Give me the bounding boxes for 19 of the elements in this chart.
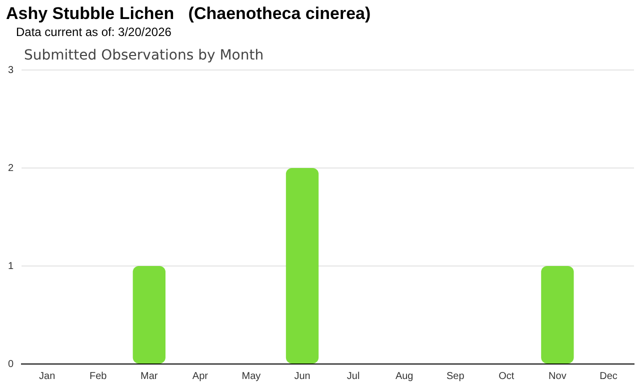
x-tick-label: Oct: [498, 370, 514, 382]
x-tick-label: Aug: [395, 370, 414, 382]
chart-subtitle: Data current as of: 3/20/2026: [16, 25, 172, 39]
x-tick-label: Apr: [192, 370, 209, 382]
x-tick-label: Jun: [294, 370, 310, 382]
y-tick-label: 3: [8, 64, 14, 76]
x-tick-label: Nov: [548, 370, 566, 382]
x-tick-label: Jul: [346, 370, 360, 382]
x-tick-label: Jan: [39, 370, 56, 382]
x-tick-label: Feb: [90, 370, 108, 382]
y-tick-label: 1: [8, 260, 14, 272]
x-tick-label: May: [242, 370, 261, 382]
x-tick-label: Sep: [446, 370, 465, 382]
x-tick-label: Dec: [600, 370, 618, 382]
text: Submitted Observations by Month: [24, 48, 264, 64]
y-tick-label: 2: [8, 162, 14, 174]
y-tick-label: 0: [8, 358, 14, 370]
x-tick-label: Mar: [140, 370, 158, 382]
chart-title: Ashy Stubble Lichen (Chaenotheca cinerea): [6, 4, 371, 24]
